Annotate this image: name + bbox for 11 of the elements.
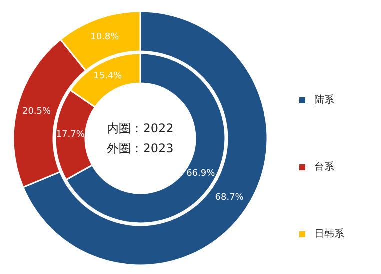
legend-label: 台系 <box>314 161 334 173</box>
text: 外圈：2023 <box>107 142 174 156</box>
data-label: 15.4% <box>94 72 123 82</box>
text: 内圈：2022 <box>107 122 174 136</box>
data-label: 20.5% <box>22 107 52 118</box>
legend-label: 日韩系 <box>314 228 344 240</box>
data-label: 68.7% <box>215 192 244 203</box>
legend-label: 陆系 <box>314 94 334 106</box>
data-label: 17.7% <box>56 130 86 140</box>
data-label: 10.8% <box>90 32 120 43</box>
data-label: 66.9% <box>186 168 216 179</box>
